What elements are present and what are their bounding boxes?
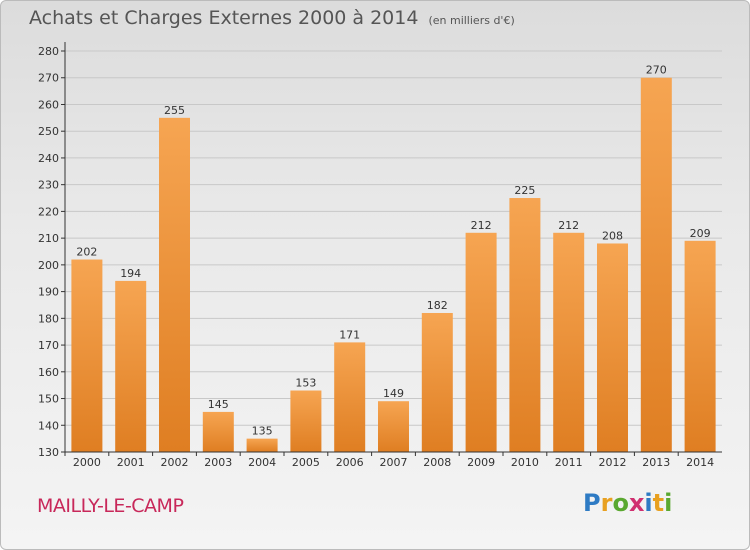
- bar-value-label: 182: [427, 299, 448, 312]
- bar-value-label: 212: [558, 219, 579, 232]
- x-tick-label: 2007: [380, 456, 408, 469]
- y-tick-label: 130: [38, 446, 59, 459]
- y-tick-label: 240: [38, 152, 59, 165]
- x-tick-label: 2005: [292, 456, 320, 469]
- y-tick-label: 250: [38, 125, 59, 138]
- bar: [334, 342, 366, 452]
- bar-value-label: 171: [339, 328, 360, 341]
- bar: [202, 411, 234, 452]
- chart-title: Achats et Charges Externes 2000 à 2014 (e…: [29, 7, 515, 29]
- commune-name: MAILLY-LE-CAMP: [37, 495, 184, 517]
- bar: [640, 77, 672, 452]
- x-tick-label: 2008: [423, 456, 451, 469]
- bar-value-label: 194: [120, 267, 141, 280]
- proxiti-logo: Proxiti: [583, 489, 673, 517]
- bar-value-label: 135: [252, 425, 273, 438]
- bar: [597, 243, 628, 452]
- x-tick-label: 2014: [686, 456, 714, 469]
- x-axis: 2000 2001 2002 2003 2004 2005 2006 2007 2008 2009…: [64, 452, 714, 469]
- bar-value-label: 153: [295, 377, 316, 390]
- y-tick-label: 160: [38, 366, 59, 379]
- y-tick-label: 190: [38, 286, 59, 299]
- bar: [115, 280, 147, 452]
- bar-value-label: 202: [76, 246, 97, 259]
- y-tick-label: 220: [38, 205, 59, 218]
- y-tick-label: 200: [38, 259, 59, 272]
- x-tick-label: 2000: [73, 456, 101, 469]
- x-tick-label: 2011: [555, 456, 583, 469]
- y-tick-label: 280: [38, 45, 59, 58]
- x-tick-label: 2012: [599, 456, 627, 469]
- y-tick-label: 260: [38, 98, 59, 111]
- y-axis: 130 140 150 160 170 180 190 200 210 220 230 240 250 2…: [38, 45, 65, 459]
- bar: [465, 232, 497, 452]
- bar-value-label: 145: [208, 398, 229, 411]
- bar: [290, 390, 322, 452]
- bar: [509, 198, 541, 452]
- bar-value-label: 149: [383, 387, 404, 400]
- bar: [684, 240, 716, 452]
- y-tick-label: 170: [38, 339, 59, 352]
- bar-value-label: 255: [164, 104, 185, 117]
- bar-value-label: 225: [514, 184, 535, 197]
- x-tick-label: 2010: [511, 456, 539, 469]
- bars: 202 194 255 145 135 153 171 149 182 212 225 212 208 2…: [71, 64, 716, 452]
- bar: [421, 312, 453, 452]
- y-tick-label: 270: [38, 72, 59, 85]
- x-tick-label: 2013: [642, 456, 670, 469]
- y-tick-label: 150: [38, 393, 59, 406]
- x-tick-label: 2004: [248, 456, 276, 469]
- y-tick-label: 140: [38, 419, 59, 432]
- x-tick-label: 2001: [117, 456, 145, 469]
- x-tick-label: 2006: [336, 456, 364, 469]
- bar-value-label: 270: [646, 64, 667, 77]
- title-unit: (en milliers d'€): [428, 14, 515, 27]
- bar: [71, 259, 103, 452]
- title-text: Achats et Charges Externes 2000 à 2014: [29, 7, 419, 29]
- x-tick-label: 2009: [467, 456, 495, 469]
- bar-value-label: 208: [602, 229, 623, 242]
- bar-value-label: 209: [690, 227, 711, 240]
- y-tick-label: 210: [38, 232, 59, 245]
- bar: [378, 401, 409, 452]
- y-tick-label: 180: [38, 312, 59, 325]
- bar: [553, 232, 585, 452]
- x-tick-label: 2002: [161, 456, 189, 469]
- bar-value-label: 212: [471, 219, 492, 232]
- bar: [246, 438, 278, 452]
- x-tick-label: 2003: [204, 456, 232, 469]
- y-tick-label: 230: [38, 179, 59, 192]
- bar: [159, 117, 190, 452]
